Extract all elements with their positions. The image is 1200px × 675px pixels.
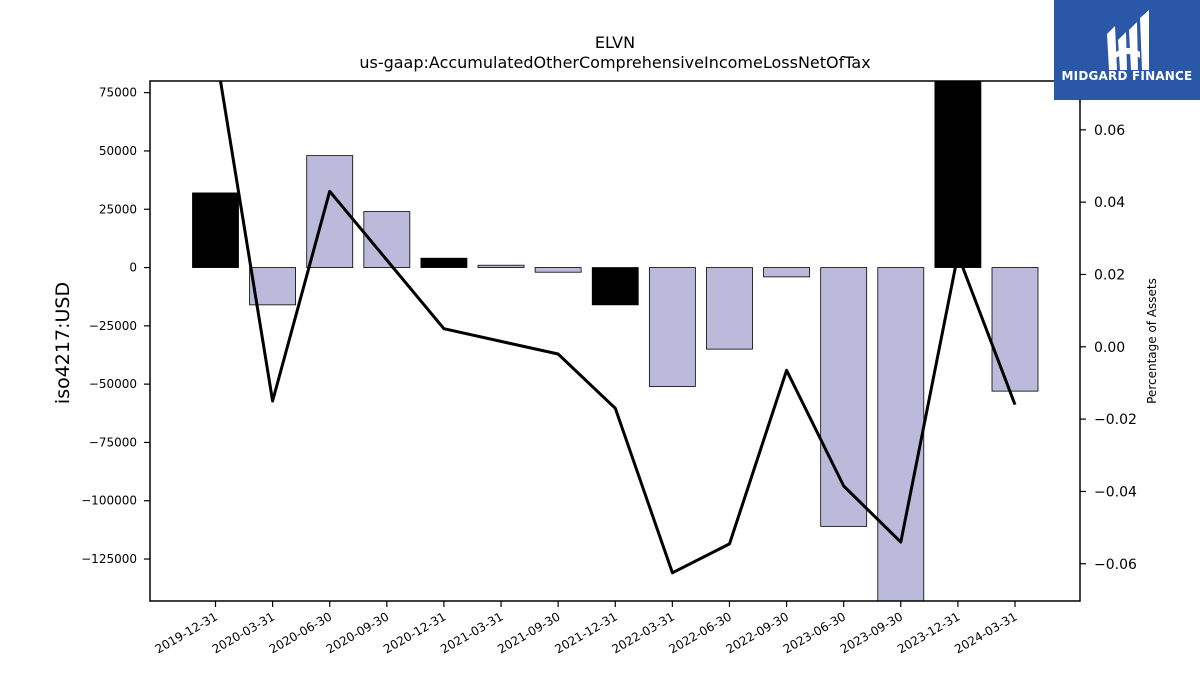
y2-tick-label: −0.02: [1094, 412, 1137, 428]
x-tick-label: 2024-03-31: [952, 609, 1019, 656]
y2-tick-label: −0.04: [1094, 484, 1137, 500]
y-tick-label: 75000: [99, 86, 137, 100]
y-tick-label: −125000: [81, 552, 137, 566]
logo-mark-icon: [1107, 10, 1149, 70]
chart-title: ELVN: [595, 33, 635, 52]
logo-text: MIDGARD FINANCE: [1061, 69, 1193, 83]
y2-tick-label: 0.04: [1094, 195, 1125, 211]
y-axis-label: iso4217:USD: [52, 282, 74, 404]
x-tick-label: 2020-06-30: [267, 609, 334, 656]
bar: [934, 80, 982, 268]
y2-tick-label: 0.06: [1094, 123, 1125, 139]
x-tick-label: 2021-12-31: [552, 609, 619, 656]
chart-subtitle: us-gaap:AccumulatedOtherComprehensiveInc…: [359, 53, 870, 72]
x-tick-label: 2021-03-31: [438, 609, 505, 656]
x-tick-label: 2020-03-31: [210, 609, 277, 656]
bar: [706, 267, 753, 350]
bar: [991, 267, 1039, 392]
bar: [591, 267, 639, 306]
y2-tick-label: −0.06: [1094, 557, 1137, 573]
x-tick-label: 2023-06-30: [781, 609, 848, 656]
percentage-line: [218, 81, 1017, 575]
x-tick-label: 2023-09-30: [838, 609, 905, 656]
bar: [192, 192, 239, 268]
y-tick-label: −100000: [81, 494, 137, 508]
x-tick-label: 2020-12-31: [381, 609, 448, 656]
x-tick-label: 2019-12-31: [153, 609, 220, 656]
x-tick-label: 2020-09-30: [324, 609, 391, 656]
y-tick-label: 0: [129, 261, 137, 275]
y2-axis-label: Percentage of Assets: [1145, 278, 1159, 404]
bar: [648, 267, 696, 387]
x-tick-label: 2023-12-31: [895, 609, 962, 656]
x-tick-label: 2021-09-30: [495, 609, 562, 656]
x-tick-label: 2022-06-30: [667, 609, 734, 656]
y2-tick-label: 0.00: [1094, 340, 1125, 356]
midgard-finance-logo: MIDGARD FINANCE: [1054, 0, 1200, 100]
y-tick-label: −25000: [89, 319, 137, 333]
bar: [420, 257, 468, 268]
y-tick-label: 50000: [99, 144, 137, 158]
y-tick-label: −75000: [89, 435, 137, 449]
y-tick-label: −50000: [89, 377, 137, 391]
x-tick-label: 2022-03-31: [609, 609, 676, 656]
bar: [477, 264, 525, 268]
bar: [763, 267, 810, 278]
bar: [534, 267, 582, 273]
x-tick-label: 2022-09-30: [724, 609, 791, 656]
bar: [877, 267, 925, 602]
y2-tick-label: 0.02: [1094, 267, 1125, 283]
y-tick-label: 25000: [99, 202, 137, 216]
